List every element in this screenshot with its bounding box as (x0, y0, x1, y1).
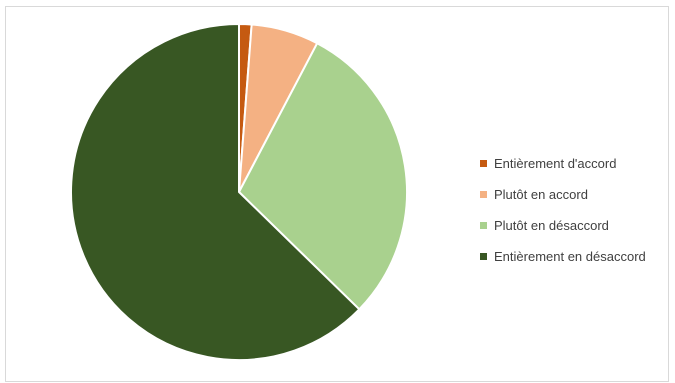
legend-item-plutot-en-accord: Plutôt en accord (480, 179, 646, 210)
legend-swatch (480, 191, 487, 198)
chart-area: Entièrement d'accord Plutôt en accord Plut… (5, 6, 669, 382)
legend-label: Plutôt en désaccord (494, 218, 609, 233)
legend-label: Plutôt en accord (494, 187, 588, 202)
pie-chart (70, 23, 409, 361)
legend: Entièrement d'accord Plutôt en accord Plut… (480, 148, 646, 272)
legend-label: Entièrement en désaccord (494, 249, 646, 264)
legend-item-entierement-en-desaccord: Entièrement en désaccord (480, 241, 646, 272)
legend-item-plutot-en-desaccord: Plutôt en désaccord (480, 210, 646, 241)
legend-swatch (480, 253, 487, 260)
legend-swatch (480, 222, 487, 229)
pie-slice-entierement-en-desaccord (70, 23, 361, 361)
pie-slice-plutot-en-desaccord (238, 42, 409, 311)
legend-swatch (480, 160, 487, 167)
legend-label: Entièrement d'accord (494, 156, 617, 171)
legend-item-entierement-d-accord: Entièrement d'accord (480, 148, 646, 179)
